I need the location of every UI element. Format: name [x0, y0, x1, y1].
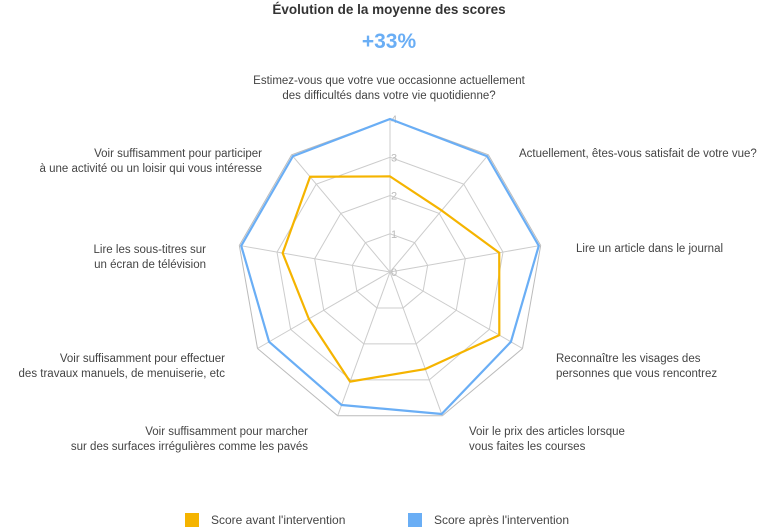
tick-label-3: 3 — [391, 152, 397, 164]
axis-label-5: Voir suffisamment pour marcher sur des s… — [70, 426, 308, 453]
axis-label-2: Lire un article dans le journal — [576, 243, 724, 255]
grid-ring-2 — [314, 194, 466, 345]
axis-label-0: Estimez-vous que votre vue occasionne ac… — [253, 75, 525, 102]
tick-label-0: 0 — [391, 267, 397, 279]
axis-spoke-5 — [337, 271, 391, 416]
legend-label-after: Score après l'intervention — [434, 513, 570, 527]
axis-spoke-2 — [389, 244, 541, 273]
series-line-1 — [240, 117, 540, 416]
legend: Score avant l'intervention Score après l… — [0, 513, 778, 531]
axis-label-1: Actuellement, êtes-vous satisfait de vot… — [519, 148, 757, 160]
legend-swatch-after — [408, 513, 422, 527]
tick-label-1: 1 — [391, 229, 397, 241]
grid-ring-3 — [276, 156, 504, 381]
axis-label-4: Voir le prix des articles lorsque vous f… — [469, 426, 625, 453]
axis-label-7: Lire les sous-titres sur un écran de tél… — [93, 244, 206, 271]
axis-spoke-4 — [389, 271, 443, 416]
series-line-0 — [281, 175, 501, 383]
grid-ring-4 — [238, 118, 542, 417]
change-percentage: +33% — [361, 30, 417, 53]
axis-label-6: Voir suffisamment pour effectuer des tra… — [18, 353, 225, 380]
chart-title: Évolution de la moyenne des scores — [272, 2, 506, 17]
legend-label-before: Score avant l'intervention — [211, 513, 346, 527]
axis-spoke-1 — [389, 154, 489, 273]
grid-ring-1 — [351, 233, 429, 309]
axis-spoke-3 — [389, 271, 523, 349]
legend-item-before[interactable]: Score avant l'intervention — [185, 513, 345, 527]
axis-spoke-6 — [257, 271, 391, 349]
legend-swatch-before — [185, 513, 199, 527]
axis-label-8: Voir suffisamment pour participer à une … — [39, 148, 262, 175]
axis-spoke-7 — [239, 244, 391, 273]
axis-spoke-8 — [291, 154, 391, 273]
legend-item-after[interactable]: Score après l'intervention — [408, 513, 569, 527]
axis-label-3: Reconnaître les visages des personnes qu… — [556, 353, 718, 380]
tick-label-2: 2 — [391, 191, 397, 203]
